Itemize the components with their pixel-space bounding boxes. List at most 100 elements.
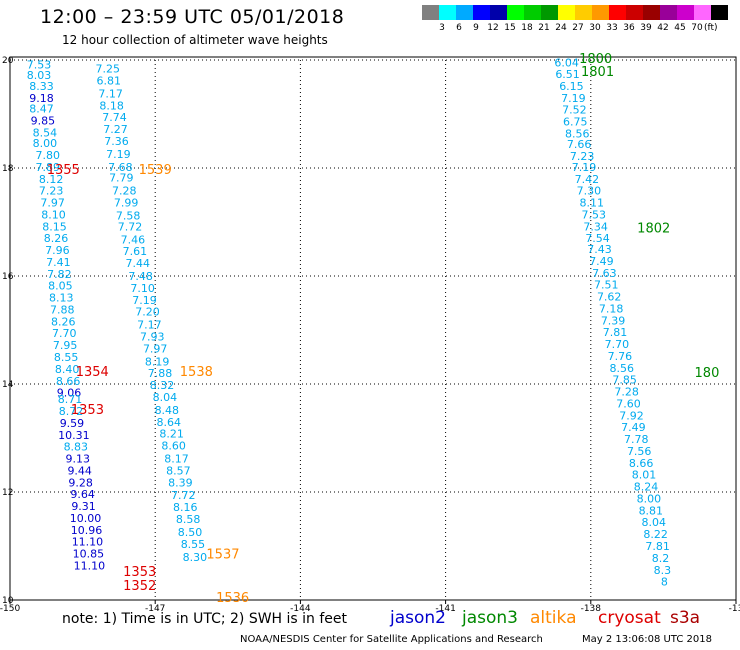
colorbar-swatch xyxy=(660,5,677,20)
wave-height-value: 8.26 xyxy=(51,315,76,328)
tick-label-lat: 20 xyxy=(2,56,14,66)
pass-time-label: 1538 xyxy=(180,365,213,380)
tick-label-lat: 10 xyxy=(2,596,14,606)
wave-height-value: 7.97 xyxy=(40,197,65,210)
colorbar-swatch xyxy=(711,5,728,20)
wave-height-value: 7.28 xyxy=(112,185,137,198)
pass-time-label: 1800 xyxy=(579,52,612,67)
pass-time-label: 1802 xyxy=(637,221,670,236)
wave-height-value: 11.10 xyxy=(74,559,106,572)
tick-label-lat: 18 xyxy=(2,164,14,174)
wave-height-value: 8.57 xyxy=(166,464,191,477)
legend-cryosat: cryosat xyxy=(598,608,661,628)
colorbar-swatch xyxy=(490,5,507,20)
wave-height-value: 7.54 xyxy=(585,232,610,245)
wave-height-value: 8.3 xyxy=(654,564,672,577)
colorbar-swatch xyxy=(456,5,473,20)
colorbar-label: 33 xyxy=(606,23,618,33)
wave-height-value: 7.81 xyxy=(603,326,628,339)
wave-height-value: 8.05 xyxy=(48,280,73,293)
wave-height-value: 8.40 xyxy=(55,363,80,376)
wave-height-value: 7.51 xyxy=(594,279,619,292)
pass-time-label: 1536 xyxy=(216,591,249,606)
pass-time-label: 1354 xyxy=(76,365,109,380)
wave-height-value: 8.24 xyxy=(634,481,659,494)
wave-height-value: 8.11 xyxy=(580,197,605,210)
wave-height-value: 9.59 xyxy=(60,417,85,430)
wave-height-value: 7.19 xyxy=(132,294,157,307)
wave-height-value: 7.10 xyxy=(130,282,155,295)
wave-height-value: 8.66 xyxy=(629,457,654,470)
wave-height-value: 7.70 xyxy=(605,338,630,351)
wave-height-value: 7.23 xyxy=(570,150,595,163)
wave-height-value: 7.48 xyxy=(128,270,153,283)
colorbar-label: 70 xyxy=(691,23,703,33)
colorbar-unit: (ft) xyxy=(704,23,718,33)
wave-height-value: 8.26 xyxy=(44,232,69,245)
wave-height-value: 8.01 xyxy=(632,469,657,482)
wave-height-value: 6.15 xyxy=(559,80,584,93)
chart-subtitle: 12 hour collection of altimeter wave hei… xyxy=(62,33,328,47)
tick-label-lon: -13 xyxy=(729,604,740,614)
colorbar-swatch xyxy=(694,5,711,20)
credit-timestamp: May 2 13:06:08 UTC 2018 xyxy=(582,634,712,645)
tick-label-lon: -138 xyxy=(581,604,602,614)
wave-height-value: 7.49 xyxy=(589,255,614,268)
wave-height-value: 8.00 xyxy=(33,137,58,150)
wave-height-value: 6.51 xyxy=(555,68,580,81)
wave-height-value: 7.97 xyxy=(143,342,168,355)
wave-height-value: 8.56 xyxy=(610,362,635,375)
colorbar-swatch xyxy=(677,5,694,20)
credit-text: NOAA/NESDIS Center for Satellite Applica… xyxy=(240,634,543,645)
colorbar-swatch xyxy=(473,5,490,20)
wave-height-value: 8.64 xyxy=(157,416,182,429)
wave-height-value: 7.30 xyxy=(577,185,602,198)
colorbar-label: 45 xyxy=(674,23,686,33)
wave-height-value: 7.58 xyxy=(116,210,141,223)
wave-height-value: 7.81 xyxy=(645,540,670,553)
colorbar-swatch xyxy=(592,5,609,20)
wave-height-value: 9.44 xyxy=(67,464,92,477)
wave-height-value: 8.21 xyxy=(159,428,184,441)
wave-height-value: 7.25 xyxy=(96,63,121,76)
wave-height-value: 7.23 xyxy=(39,185,64,198)
pass-time-label: 1353 xyxy=(71,403,104,418)
wave-height-value: 8.30 xyxy=(183,551,208,564)
pass-time-label: 1537 xyxy=(206,548,239,563)
wave-height-value: 8.71 xyxy=(58,393,83,406)
footer-note: note: 1) Time is in UTC; 2) SWH is in fe… xyxy=(62,611,348,627)
colorbar-label: 21 xyxy=(538,23,550,33)
wave-height-value: 8.58 xyxy=(176,513,201,526)
wave-height-value: 7.88 xyxy=(50,303,75,316)
wave-height-value: 7.63 xyxy=(592,267,617,280)
wave-height-value: 10.00 xyxy=(70,512,102,525)
wave-height-value: 7.78 xyxy=(624,433,649,446)
wave-height-value: 8.83 xyxy=(64,441,89,454)
wave-height-value: 7.99 xyxy=(114,197,139,210)
tick-label-lon: -141 xyxy=(435,604,455,614)
wave-height-value: 7.19 xyxy=(106,148,131,161)
colorbar-swatch xyxy=(558,5,575,20)
wave-height-value: 7.88 xyxy=(148,367,173,380)
wave-height-value: 9.13 xyxy=(66,453,91,466)
wave-height-value: 8.66 xyxy=(56,375,81,388)
wave-height-value: 8.50 xyxy=(178,526,203,539)
pass-time-label: 1352 xyxy=(123,579,156,594)
tick-label-lon: -144 xyxy=(290,604,311,614)
wave-height-value: 6.04 xyxy=(554,57,579,70)
wave-height-value: 7.34 xyxy=(583,220,608,233)
wave-height-value: 7.44 xyxy=(126,257,151,270)
wave-height-value: 7.61 xyxy=(123,245,148,258)
wave-height-value: 8.72 xyxy=(59,405,84,418)
tick-label-lat: 12 xyxy=(2,488,13,498)
wave-height-value: 8.48 xyxy=(155,404,180,417)
wave-height-value: 7.36 xyxy=(104,135,129,148)
colorbar-label: 9 xyxy=(473,23,479,33)
wave-height-value: 8 xyxy=(661,576,668,589)
wave-height-value: 8.19 xyxy=(145,355,170,368)
wave-height-value: 7.85 xyxy=(612,374,637,387)
wave-height-value: 10.96 xyxy=(71,524,103,537)
colorbar-label: 27 xyxy=(572,23,584,33)
wave-height-value: 9.31 xyxy=(71,500,96,513)
